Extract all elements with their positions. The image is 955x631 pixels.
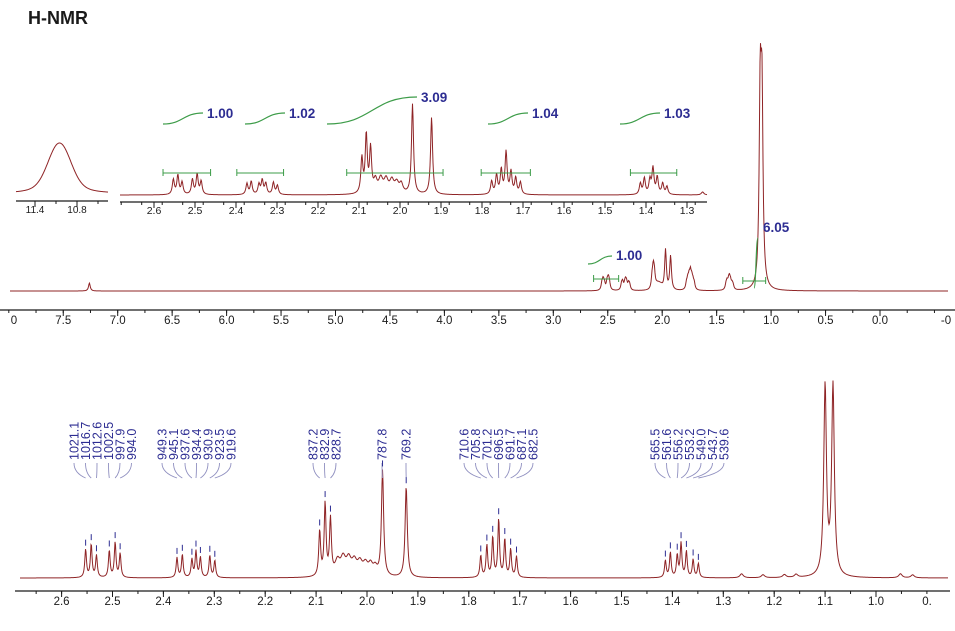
svg-text:994.0: 994.0: [125, 429, 139, 460]
svg-text:1021.1: 1021.1: [68, 422, 82, 460]
svg-text:2.6: 2.6: [147, 205, 162, 217]
svg-text:561.6: 561.6: [660, 429, 674, 460]
svg-text:11.4: 11.4: [26, 205, 45, 216]
svg-text:1012.6: 1012.6: [91, 422, 105, 460]
svg-text:0.0: 0.0: [872, 315, 888, 327]
svg-text:1.0: 1.0: [868, 596, 884, 608]
svg-text:2.5: 2.5: [600, 315, 616, 327]
svg-text:1.03: 1.03: [664, 106, 691, 121]
svg-text:710.6: 710.6: [458, 429, 472, 460]
svg-text:549.0: 549.0: [695, 429, 709, 460]
svg-text:7.5: 7.5: [55, 315, 71, 327]
svg-text:1.04: 1.04: [532, 106, 559, 121]
svg-text:1.2: 1.2: [766, 596, 782, 608]
svg-text:1.7: 1.7: [512, 596, 528, 608]
svg-text:2.1: 2.1: [352, 205, 367, 217]
svg-text:553.2: 553.2: [683, 429, 697, 460]
svg-text:837.2: 837.2: [307, 429, 321, 460]
svg-text:4.0: 4.0: [436, 315, 452, 327]
svg-text:2.4: 2.4: [229, 205, 244, 217]
svg-text:769.2: 769.2: [400, 429, 414, 460]
svg-text:3.5: 3.5: [491, 315, 507, 327]
svg-text:6.05: 6.05: [763, 220, 790, 235]
svg-text:1.7: 1.7: [516, 205, 531, 217]
svg-text:556.2: 556.2: [672, 429, 686, 460]
svg-text:923.5: 923.5: [213, 429, 227, 460]
svg-text:5.0: 5.0: [328, 315, 344, 327]
svg-text:0.: 0.: [922, 596, 932, 608]
top-spectrum-svg: 7.5 7.0 6.5 6.0 5.5 5.0 4.5 4.0 3.5 3.0 2.5 2.0 1.5 1…: [0, 43, 955, 327]
bottom-expansion-svg: 2.6 2.5 2.4 2.3 2.2 2.1 2.0 1.9 1.8 1.7 1.6 1.5 1.4 1…: [15, 380, 950, 608]
svg-text:-0: -0: [941, 315, 951, 327]
svg-text:565.5: 565.5: [649, 429, 663, 460]
svg-text:1.6: 1.6: [557, 205, 572, 217]
svg-text:2.3: 2.3: [206, 596, 222, 608]
svg-text:949.3: 949.3: [156, 429, 170, 460]
svg-text:930.9: 930.9: [202, 429, 216, 460]
svg-text:1.4: 1.4: [639, 205, 654, 217]
page-title: H-NMR: [28, 8, 88, 28]
svg-text:1.00: 1.00: [207, 106, 233, 121]
svg-text:1.9: 1.9: [410, 596, 426, 608]
svg-text:1.8: 1.8: [475, 205, 490, 217]
svg-text:539.6: 539.6: [718, 429, 732, 460]
svg-text:2.5: 2.5: [105, 596, 121, 608]
svg-text:945.1: 945.1: [167, 429, 181, 460]
svg-text:1.3: 1.3: [680, 205, 695, 217]
svg-text:687.1: 687.1: [515, 429, 529, 460]
svg-text:937.6: 937.6: [179, 429, 193, 460]
svg-text:2.2: 2.2: [257, 596, 273, 608]
svg-text:2.2: 2.2: [311, 205, 326, 217]
svg-text:4.5: 4.5: [382, 315, 398, 327]
svg-text:1.8: 1.8: [461, 596, 477, 608]
svg-text:1.5: 1.5: [598, 205, 613, 217]
svg-text:934.4: 934.4: [190, 429, 204, 460]
svg-text:6.0: 6.0: [219, 315, 235, 327]
svg-text:832.9: 832.9: [318, 429, 332, 460]
svg-text:2.0: 2.0: [359, 596, 375, 608]
svg-text:1016.7: 1016.7: [79, 422, 93, 460]
svg-text:1.4: 1.4: [664, 596, 681, 608]
svg-text:682.5: 682.5: [527, 429, 541, 460]
svg-text:1.6: 1.6: [563, 596, 579, 608]
svg-text:7.0: 7.0: [110, 315, 126, 327]
svg-text:997.9: 997.9: [114, 429, 128, 460]
svg-text:10.8: 10.8: [67, 205, 87, 216]
svg-text:3.09: 3.09: [421, 90, 447, 105]
svg-text:705.8: 705.8: [469, 429, 483, 460]
svg-text:543.7: 543.7: [706, 429, 720, 460]
svg-text:0: 0: [11, 315, 17, 327]
svg-text:1.3: 1.3: [715, 596, 731, 608]
svg-text:701.2: 701.2: [481, 429, 495, 460]
svg-text:1.1: 1.1: [817, 596, 833, 608]
svg-text:0.5: 0.5: [818, 315, 834, 327]
svg-text:1002.5: 1002.5: [102, 422, 116, 460]
svg-text:1.5: 1.5: [614, 596, 630, 608]
svg-text:2.1: 2.1: [308, 596, 324, 608]
svg-text:1.5: 1.5: [709, 315, 725, 327]
svg-text:787.8: 787.8: [376, 429, 390, 460]
svg-text:2.5: 2.5: [188, 205, 203, 217]
svg-text:696.5: 696.5: [492, 429, 506, 460]
svg-text:919.6: 919.6: [225, 429, 239, 460]
svg-text:1.00: 1.00: [616, 248, 642, 263]
svg-text:2.0: 2.0: [654, 315, 670, 327]
svg-text:1.0: 1.0: [763, 315, 779, 327]
svg-text:2.4: 2.4: [155, 596, 172, 608]
svg-text:6.5: 6.5: [164, 315, 180, 327]
svg-text:3.0: 3.0: [545, 315, 561, 327]
svg-text:691.7: 691.7: [504, 429, 518, 460]
svg-text:5.5: 5.5: [273, 315, 289, 327]
svg-text:2.3: 2.3: [270, 205, 285, 217]
svg-text:1.9: 1.9: [434, 205, 449, 217]
svg-text:1.02: 1.02: [289, 106, 315, 121]
svg-text:2.0: 2.0: [393, 205, 408, 217]
svg-text:2.6: 2.6: [54, 596, 70, 608]
svg-text:828.7: 828.7: [330, 429, 344, 460]
